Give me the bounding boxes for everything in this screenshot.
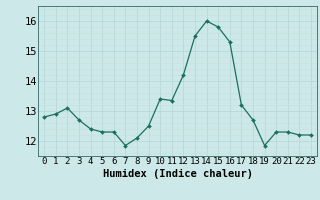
X-axis label: Humidex (Indice chaleur): Humidex (Indice chaleur)	[103, 169, 252, 179]
